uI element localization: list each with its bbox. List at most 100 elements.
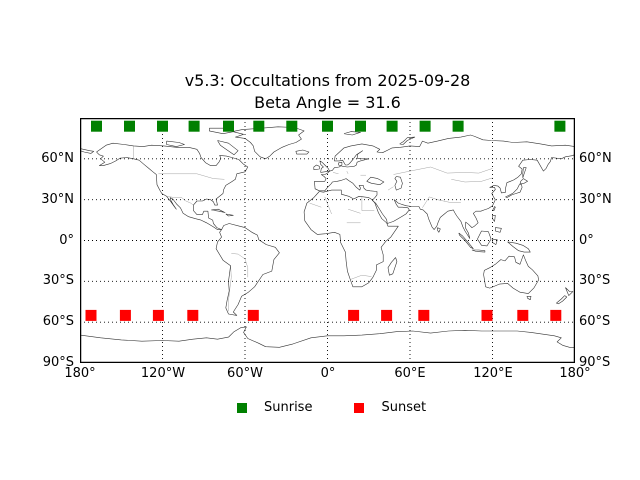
country-border-path [346, 171, 349, 174]
coastline-path [225, 213, 234, 217]
coastline-path [232, 126, 305, 160]
coastline-path [387, 257, 398, 276]
sunset-marker [187, 309, 199, 321]
coastline-path [295, 149, 310, 155]
country-border-path [158, 173, 225, 180]
right-tick-label: 60°N [579, 151, 612, 166]
plot-subtitle: Beta Angle = 31.6 [254, 93, 401, 112]
coastline-path [507, 241, 531, 253]
sunset-marker [85, 309, 97, 321]
coastline-path [319, 160, 330, 173]
bottom-tick-label: 180° [64, 366, 96, 381]
coastline-path [471, 249, 486, 253]
coastline-path [437, 227, 441, 233]
coastline-path [313, 164, 320, 170]
sunset-marker [152, 309, 164, 321]
legend-item-sunset: Sunset [354, 400, 426, 416]
right-tick-label: 30°N [579, 192, 612, 207]
coastline-path [96, 142, 249, 230]
country-border-path [387, 186, 394, 191]
coastline-path [522, 167, 527, 178]
coastline-path [80, 326, 575, 348]
legend-label-sunset: Sunset [381, 400, 427, 415]
coastline-path [303, 189, 399, 288]
left-tick-label: 30°N [41, 192, 74, 207]
sunrise-marker [157, 120, 168, 132]
country-border-path [422, 196, 461, 208]
coastline-path [492, 206, 496, 211]
sunrise-marker [355, 120, 366, 132]
coastline-path [519, 178, 528, 185]
coastline-path [565, 287, 574, 296]
country-border-path [231, 253, 249, 278]
coastline-path [526, 296, 532, 300]
coastline-path [343, 131, 361, 136]
coastline-path [556, 295, 568, 305]
left-tick-label: 90°S [42, 355, 74, 370]
right-tick-label: 30°S [579, 273, 611, 288]
sunrise-marker [386, 120, 398, 132]
sunrise-marker [253, 120, 265, 132]
sunset-marker [348, 309, 360, 321]
country-border-path [332, 172, 339, 175]
left-tick-label: 60°N [41, 151, 74, 166]
sunset-marker [550, 309, 562, 321]
coastline-path [80, 148, 95, 154]
left-tick-label: 30°S [42, 273, 74, 288]
country-border-path [309, 202, 322, 208]
bottom-tick-label: 180° [559, 366, 591, 381]
coastline-path [494, 227, 502, 233]
coastline-path [166, 140, 185, 147]
sunrise-marker [322, 120, 333, 132]
sunrise-marker [188, 120, 200, 132]
sunrise-marker [223, 120, 234, 132]
country-border-path [228, 265, 232, 312]
map-plot [80, 118, 575, 363]
country-border-path [166, 196, 194, 206]
coastline-path [477, 230, 492, 247]
coastline-path [492, 238, 498, 245]
coastline-path [217, 140, 239, 156]
country-border-path [451, 177, 493, 183]
coastline-path [483, 254, 539, 294]
sunset-marker [517, 309, 529, 321]
sunset-marker [418, 309, 430, 321]
sunrise-marker [286, 120, 298, 132]
sunset-marker [119, 309, 131, 321]
country-border-path [393, 166, 493, 175]
sunrise-marker [554, 120, 566, 132]
coastline-path [394, 176, 403, 191]
title-block: v5.3: Occultations from 2025-09-28 Beta … [80, 70, 575, 114]
coastline-path [458, 232, 474, 249]
legend-item-sunrise: Sunrise [237, 400, 312, 416]
coastline-path [211, 208, 226, 213]
bottom-tick-label: 60°W [227, 366, 263, 381]
bottom-tick-label: 0° [320, 366, 336, 381]
bottom-tick-label: 120°E [473, 366, 513, 381]
sunset-swatch-icon [354, 403, 365, 413]
sunrise-marker [419, 120, 431, 132]
legend: Sunrise Sunset [237, 400, 426, 416]
sunset-marker [247, 309, 259, 321]
sunset-marker [481, 309, 493, 321]
left-tick-label: 0° [59, 233, 74, 248]
sunrise-swatch-icon [237, 403, 247, 413]
right-tick-label: 60°S [579, 314, 611, 329]
sunrise-marker [91, 120, 102, 132]
legend-label-sunrise: Sunrise [264, 400, 313, 415]
country-border-path [324, 196, 332, 215]
sunrise-marker [124, 120, 135, 132]
coastline-path [399, 136, 416, 145]
world-map [80, 118, 575, 363]
bottom-tick-label: 60°E [394, 366, 426, 381]
map-frame [80, 118, 575, 363]
bottom-tick-label: 120°W [140, 366, 186, 381]
plot-title: v5.3: Occultations from 2025-09-28 [184, 71, 471, 90]
sunset-marker [381, 309, 393, 321]
right-tick-label: 90°S [579, 355, 611, 370]
country-border-path [348, 208, 361, 214]
right-tick-label: 0° [579, 233, 594, 248]
left-tick-label: 60°S [42, 314, 74, 329]
coastline-path [314, 152, 575, 239]
